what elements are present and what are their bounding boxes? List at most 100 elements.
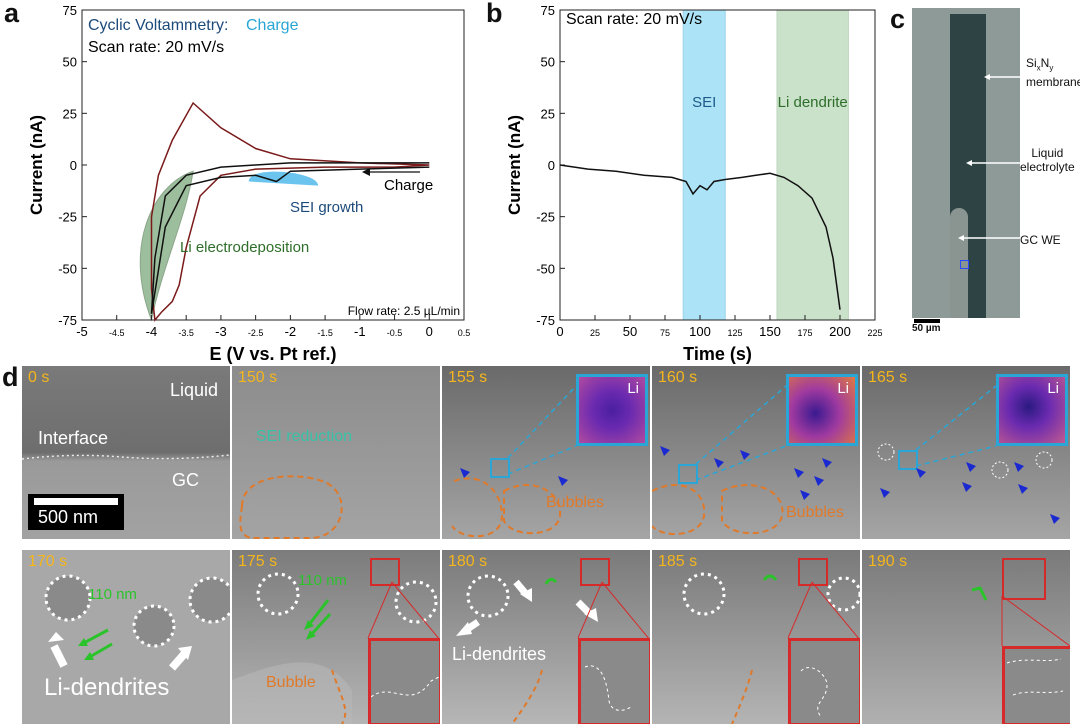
tile-190s: 190 s (862, 550, 1070, 724)
y-tick-label: 75 (541, 3, 555, 18)
sei-growth-label: SEI growth (290, 199, 363, 216)
x-tick-label: -0.5 (387, 328, 403, 338)
gc-label: GC (172, 470, 199, 490)
panel-c-arrows (958, 74, 1020, 241)
red-inset (578, 638, 650, 724)
panel-d-letter: d (2, 362, 19, 392)
charge-arrowhead (362, 168, 370, 176)
time-label: 0 s (28, 369, 50, 386)
tile-155s: 155 s Li Bubbles (442, 366, 650, 539)
red-inset (788, 638, 860, 724)
roi-box (678, 464, 698, 484)
x-tick-label: 200 (829, 324, 851, 339)
scale-label-c: 50 µm (912, 323, 941, 334)
time-label: 165 s (868, 369, 908, 386)
panel-b-letter: b (486, 0, 503, 28)
bubbles-label: Bubbles (786, 504, 844, 521)
tile-165s: 165 s Li (862, 366, 1070, 539)
y-tick-label: -75 (536, 313, 555, 328)
tile-160s: 160 s Li Bubbles (652, 366, 860, 539)
li-dendrites-label: Li-dendrites (452, 644, 547, 664)
x-tick-label: 75 (660, 328, 670, 338)
y-tick-label: 50 (63, 55, 77, 70)
scale-bar-d: 500 nm (28, 494, 124, 530)
tile-185s: 185 s (652, 550, 860, 724)
y-axis-label: Current (nA) (27, 115, 46, 215)
red-roi (1002, 558, 1046, 600)
y-tick-label: -50 (58, 261, 77, 276)
region-li-dendrite (776, 9, 849, 321)
x-tick-label: 100 (689, 324, 711, 339)
chart-b-subtitle: Scan rate: 20 mV/s (566, 11, 702, 28)
time-label: 170 s (28, 553, 68, 570)
x-tick-label: 50 (623, 324, 637, 339)
y-tick-label: 0 (548, 158, 555, 173)
liquid-electrolyte-label: Liquid electrolyte (1020, 146, 1075, 174)
red-roi (798, 558, 828, 586)
region-sei (682, 9, 726, 321)
roi-box (490, 458, 510, 478)
panel-a-letter: a (4, 0, 20, 28)
y-tick-label: 50 (541, 55, 555, 70)
tile-0s: 0 s Liquid Interface GC 500 nm (22, 366, 230, 539)
series-line-2 (150, 162, 430, 314)
series-line-1 (150, 101, 430, 322)
y-tick-label: 25 (63, 106, 77, 121)
x-tick-label: 25 (590, 328, 600, 338)
tile-150s: 150 s SEI reduction (232, 366, 440, 539)
time-label: 155 s (448, 369, 488, 386)
chart-a: 75 50 25 0 -25 -50 -75-5 -4.5 -4 -3.5 -3 -2.5 -2 -1.5… (27, 3, 471, 364)
charge-label: Charge (384, 177, 433, 194)
time-label: 160 s (658, 369, 698, 386)
scale-bar-c (914, 319, 940, 323)
chart-a-title-prefix: Cyclic Voltammetry: (88, 17, 228, 34)
roi-box (898, 450, 918, 470)
x-tick-label: 150 (759, 324, 781, 339)
x-tick-label: -4.5 (109, 328, 125, 338)
x-tick-label: -2.5 (248, 328, 264, 338)
red-roi (370, 558, 400, 586)
size-label: 110 nm (88, 586, 137, 603)
flow-rate-label: Flow rate: 2.5 µL/min (348, 304, 460, 318)
x-tick-label: -2 (285, 324, 297, 339)
time-label: 180 s (448, 553, 488, 570)
y-tick-label: 75 (63, 3, 77, 18)
y-tick-label: 0 (70, 158, 77, 173)
li-inset: Li (996, 374, 1068, 446)
x-tick-label: -4 (146, 324, 158, 339)
li-inset: Li (786, 374, 858, 446)
gc-we-label: GC WE (1020, 233, 1061, 247)
sixny-label: SixNy membrane (1026, 56, 1080, 90)
region-label: SEI (692, 94, 716, 111)
region-label: Li dendrite (778, 94, 848, 111)
time-label: 185 s (658, 553, 698, 570)
red-roi (580, 558, 610, 586)
x-axis-label: Time (s) (683, 344, 752, 364)
tile-175s: 175 s 110 nm Bubble (232, 550, 440, 724)
y-tick-label: 25 (541, 106, 555, 121)
x-tick-label: -1 (354, 324, 366, 339)
red-inset (1002, 646, 1070, 724)
sei-region-blob (248, 171, 319, 186)
chart-a-title-suffix: Charge (246, 17, 299, 34)
y-tick-label: -25 (58, 210, 77, 225)
bubbles-label: Bubbles (546, 494, 604, 511)
x-axis-label: E (V vs. Pt ref.) (209, 344, 336, 364)
x-tick-label: 175 (797, 328, 812, 338)
series-line-1 (559, 164, 841, 310)
y-tick-label: -50 (536, 261, 555, 276)
x-tick-label: -5 (76, 324, 88, 339)
size-label: 110 nm (298, 572, 347, 589)
interface-label: Interface (38, 428, 109, 448)
x-tick-label: 125 (727, 328, 742, 338)
sei-reduction-label: SEI reduction (256, 428, 353, 445)
li-dendrites-label: Li-dendrites (44, 674, 170, 701)
x-tick-label: 0.5 (458, 328, 471, 338)
y-axis-label: Current (nA) (505, 115, 524, 215)
tile-170s: 170 s 110 nm Li-dendrites (22, 550, 230, 724)
time-label: 175 s (238, 553, 278, 570)
tile-180s: 180 s Li-dendrites (442, 550, 650, 724)
y-tick-label: -75 (58, 313, 77, 328)
li-inset: Li (576, 374, 648, 446)
time-label: 150 s (238, 369, 278, 386)
